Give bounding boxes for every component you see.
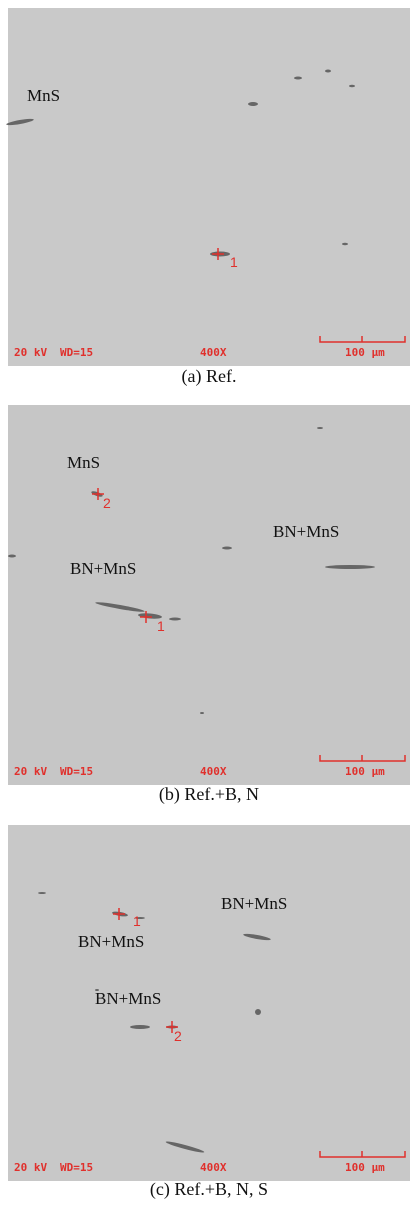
inclusion	[130, 1025, 150, 1029]
inclusion	[8, 554, 16, 558]
caption: (a) Ref.	[182, 366, 237, 387]
working-distance: WD=15	[60, 346, 93, 359]
inclusion	[243, 933, 271, 941]
annotation: MnS	[67, 453, 100, 472]
inclusion	[165, 1141, 205, 1153]
magnification: 400X	[200, 346, 227, 359]
scale-bar	[319, 1151, 406, 1158]
inclusion	[349, 84, 355, 88]
point-label: 1	[157, 618, 165, 634]
voltage: 20 kV	[14, 346, 47, 359]
inclusion	[248, 102, 258, 106]
annotation: BN+MnS	[95, 989, 161, 1008]
point-label: 1	[230, 254, 238, 270]
inclusion	[342, 242, 348, 246]
voltage: 20 kV	[14, 765, 47, 778]
scale-bar	[319, 336, 406, 343]
point-label: 2	[174, 1028, 182, 1044]
magnification: 400X	[200, 765, 227, 778]
point-label: 2	[103, 495, 111, 511]
scale-label: 100 µm	[345, 346, 385, 359]
inclusion	[6, 118, 34, 126]
caption: (c) Ref.+B, N, S	[150, 1179, 268, 1200]
caption: (b) Ref.+B, N	[159, 784, 259, 805]
scale-label: 100 µm	[345, 1161, 385, 1174]
micrograph	[8, 8, 410, 366]
inclusion	[294, 76, 302, 80]
inclusion	[255, 1009, 261, 1015]
inclusion	[38, 892, 46, 894]
point-label: 1	[133, 913, 141, 929]
micrograph	[8, 825, 410, 1181]
inclusion	[200, 712, 204, 714]
micrograph	[8, 405, 410, 785]
scale-bar	[319, 755, 406, 762]
inclusion	[135, 917, 145, 919]
inclusion	[325, 565, 375, 569]
inclusion	[169, 617, 181, 621]
annotation: BN+MnS	[70, 559, 136, 578]
magnification: 400X	[200, 1161, 227, 1174]
voltage: 20 kV	[14, 1161, 47, 1174]
inclusion	[222, 546, 232, 550]
inclusion	[325, 69, 331, 73]
inclusion	[317, 427, 323, 429]
annotation: BN+MnS	[273, 522, 339, 541]
scale-label: 100 µm	[345, 765, 385, 778]
working-distance: WD=15	[60, 1161, 93, 1174]
inclusion	[95, 602, 145, 612]
annotation: BN+MnS	[78, 932, 144, 951]
annotation: MnS	[27, 86, 60, 105]
annotation: BN+MnS	[221, 894, 287, 913]
inclusion	[95, 989, 99, 991]
working-distance: WD=15	[60, 765, 93, 778]
